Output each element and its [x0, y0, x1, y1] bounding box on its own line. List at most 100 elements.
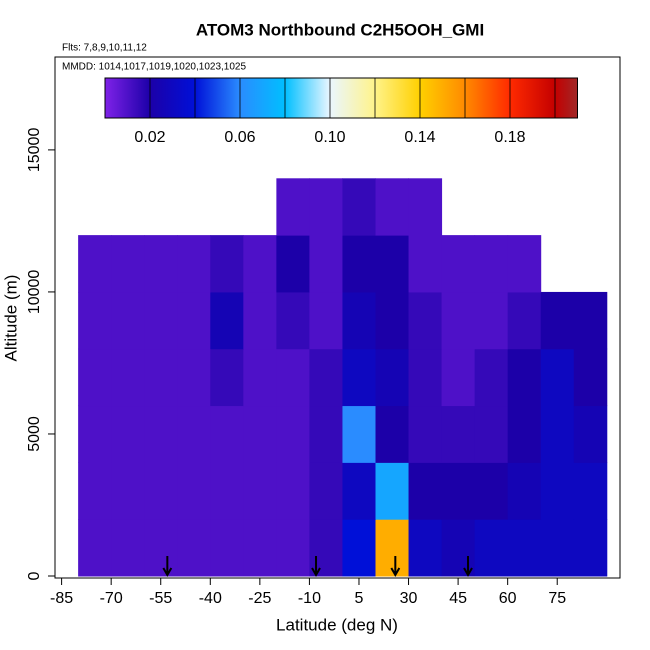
heat-cell — [540, 405, 575, 463]
heat-cell — [441, 348, 476, 407]
heat-cell — [474, 348, 509, 407]
heat-cell — [507, 348, 542, 407]
heat-cell — [342, 291, 376, 350]
heat-cell — [573, 462, 608, 520]
y-tick-label: 0 — [26, 571, 43, 580]
colorbar-tick-label: 0.06 — [224, 129, 255, 146]
heat-cell — [309, 405, 343, 463]
heat-cell — [474, 462, 509, 520]
heat-cell — [78, 519, 112, 577]
heat-cell — [243, 405, 277, 463]
colorbar-tick-label: 0.18 — [494, 129, 525, 146]
colorbar-tick-label: 0.10 — [314, 129, 345, 146]
heat-cell — [177, 291, 211, 350]
heat-cell — [210, 462, 244, 520]
heat-cell — [540, 291, 575, 350]
heat-cell — [408, 348, 443, 407]
x-tick-label: 30 — [400, 590, 418, 607]
heat-cell — [474, 405, 509, 463]
heat-cell — [441, 235, 476, 293]
heat-cell — [111, 462, 145, 520]
heat-cell — [573, 519, 608, 577]
heat-cell — [309, 519, 343, 577]
heat-cell — [507, 291, 542, 350]
heat-cell — [408, 519, 443, 577]
x-tick-label: 60 — [499, 590, 517, 607]
heat-cell — [144, 348, 178, 407]
heat-cell — [276, 462, 310, 520]
heat-cell — [507, 405, 542, 463]
heat-cell — [243, 235, 277, 293]
heat-cell — [111, 291, 145, 350]
heat-cell — [111, 235, 145, 293]
heat-cell — [309, 178, 343, 236]
x-axis-label: Latitude (deg N) — [276, 615, 398, 634]
heat-cell — [276, 519, 310, 577]
heat-cell — [309, 348, 343, 407]
heat-cell — [540, 519, 575, 577]
heat-cell — [342, 178, 376, 236]
heat-cell — [276, 348, 310, 407]
x-tick-label: 75 — [548, 590, 566, 607]
heat-cell — [474, 235, 509, 293]
heat-cell — [144, 235, 178, 293]
y-axis-label: Altitude (m) — [1, 275, 20, 362]
heat-cell — [408, 235, 443, 293]
heat-cell — [144, 405, 178, 463]
x-tick-label: -85 — [50, 590, 73, 607]
heat-cell — [210, 348, 244, 407]
heat-cell — [540, 348, 575, 407]
heat-cell — [309, 462, 343, 520]
heat-cell — [144, 291, 178, 350]
colorbar-tick-label: 0.02 — [134, 129, 165, 146]
heat-cell — [111, 348, 145, 407]
heat-cell — [342, 405, 376, 463]
x-tick-label: -40 — [199, 590, 222, 607]
heat-cell — [177, 462, 211, 520]
dates-note: MMDD: 1014,1017,1019,1020,1023,1025 — [62, 62, 246, 73]
heat-cell — [243, 291, 277, 350]
x-tick-label: -70 — [100, 590, 123, 607]
chart-title: ATOM3 Northbound C2H5OOH_GMI — [196, 20, 484, 39]
heat-cell — [507, 462, 542, 520]
heat-cell — [177, 348, 211, 407]
heat-cell — [78, 291, 112, 350]
heat-cell — [441, 291, 476, 350]
heat-cell — [540, 462, 575, 520]
heat-cell — [210, 519, 244, 577]
x-tick-label: 45 — [449, 590, 467, 607]
x-tick-label: -10 — [298, 590, 321, 607]
heat-cell — [375, 348, 410, 407]
heat-cell — [507, 519, 542, 577]
heat-cell — [573, 291, 608, 350]
flights-note: Flts: 7,8,9,10,11,12 — [62, 43, 147, 54]
heat-cell — [441, 405, 476, 463]
heat-cell — [210, 291, 244, 350]
heat-cell — [78, 405, 112, 463]
colorbar-tick-label: 0.14 — [404, 129, 435, 146]
heat-cell — [342, 519, 376, 577]
flight-marker — [162, 556, 173, 578]
heat-cell — [144, 462, 178, 520]
heat-cell — [375, 405, 410, 463]
heat-cell — [408, 291, 443, 350]
heat-cell — [243, 462, 277, 520]
x-tick-label: -25 — [248, 590, 271, 607]
heat-cell — [309, 291, 343, 350]
heat-cell — [375, 178, 410, 236]
heat-cell — [78, 462, 112, 520]
heat-cell — [111, 519, 145, 577]
x-tick-label: 5 — [355, 590, 364, 607]
heat-cell — [210, 235, 244, 293]
heatmap — [78, 178, 608, 577]
colorbar — [104, 77, 578, 119]
y-tick-label: 15000 — [26, 128, 43, 173]
heat-cell — [276, 235, 310, 293]
flight-marker — [311, 556, 321, 578]
y-tick-label: 10000 — [26, 270, 43, 315]
heat-cell — [342, 462, 376, 520]
heat-cell — [573, 348, 608, 407]
x-tick-label: -55 — [149, 590, 172, 607]
heat-cell — [375, 291, 410, 350]
